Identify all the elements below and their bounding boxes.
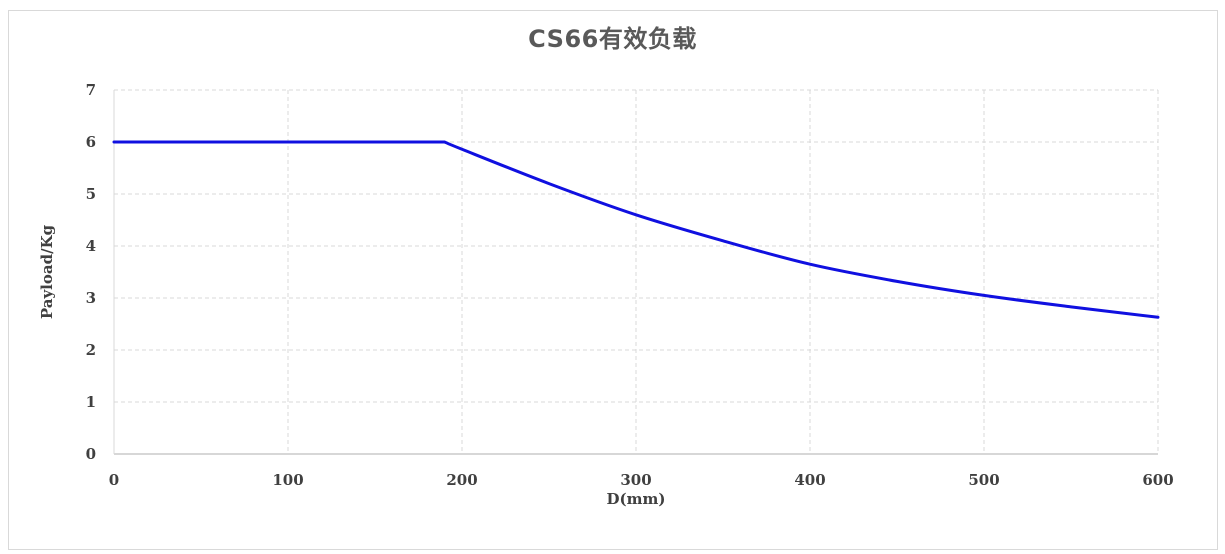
axes (113, 90, 1158, 455)
y-tick-label: 5 (86, 185, 96, 203)
y-tick-label: 2 (86, 341, 96, 359)
y-tick-label: 0 (86, 445, 96, 463)
grid-lines (114, 89, 1159, 454)
chart-frame (8, 10, 1218, 550)
y-axis-title: Payload/Kg (38, 224, 56, 319)
x-tick-label: 100 (272, 471, 303, 489)
y-tick-label: 6 (86, 133, 96, 151)
y-tick-label: 3 (86, 289, 96, 307)
series-layer (112, 140, 1160, 319)
y-tick-label: 7 (86, 81, 96, 99)
chart-title: CS66有效负载 (528, 25, 697, 53)
x-tick-label: 300 (620, 471, 651, 489)
x-tick-label: 600 (1142, 471, 1173, 489)
series-line (112, 140, 1160, 319)
x-tick-label: 400 (794, 471, 825, 489)
x-tick-label: 500 (968, 471, 999, 489)
tick-labels: 0 1 2 3 4 5 6 7 0 100 200 300 400 500 600 (86, 81, 1174, 489)
x-tick-label: 0 (109, 471, 119, 489)
y-tick-label: 1 (86, 393, 96, 411)
y-tick-label: 4 (86, 237, 96, 255)
x-axis-title: D(mm) (607, 490, 666, 508)
x-tick-label: 200 (446, 471, 477, 489)
